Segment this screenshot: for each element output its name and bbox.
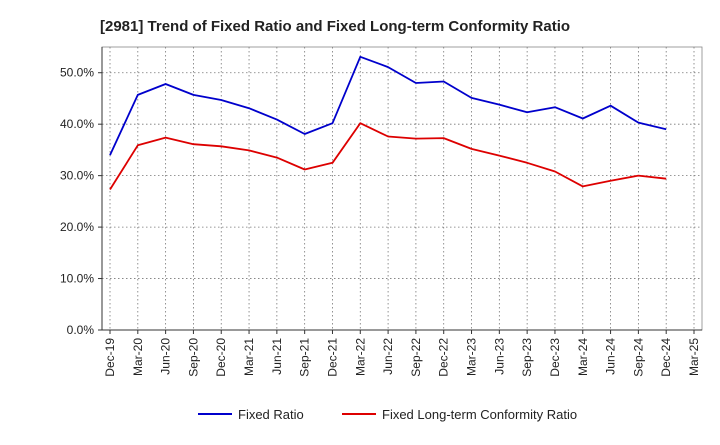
x-tick-label: Dec-24 xyxy=(659,338,673,377)
x-tick-label: Sep-22 xyxy=(409,338,423,377)
x-tick-label: Mar-24 xyxy=(576,338,590,376)
x-tick-label: Mar-21 xyxy=(242,338,256,376)
series-lines xyxy=(109,55,667,190)
legend: Fixed Ratio Fixed Long-term Conformity Ra… xyxy=(198,407,577,422)
x-tick-label: Mar-25 xyxy=(687,338,701,376)
y-tick-label: 30.0% xyxy=(60,169,94,183)
series-line-1 xyxy=(109,55,667,156)
x-tick-label: Mar-22 xyxy=(353,338,367,376)
x-tick-label: Mar-23 xyxy=(465,338,479,376)
legend-label-1: Fixed Ratio xyxy=(238,407,304,422)
x-tick-label: Dec-19 xyxy=(103,338,117,377)
y-tick-label: 0.0% xyxy=(67,323,95,337)
plot-frame xyxy=(101,46,703,331)
x-tick-label: Mar-20 xyxy=(131,338,145,376)
x-tick-label: Jun-20 xyxy=(159,338,173,375)
x-tick-label: Jun-23 xyxy=(492,338,506,375)
x-tick-label: Jun-21 xyxy=(270,338,284,375)
x-tick-label: Sep-21 xyxy=(298,338,312,377)
axes: 0.0% 10.0% 20.0% 30.0% 40.0% 50.0% Dec-19 Mar-2… xyxy=(60,47,702,377)
x-tick-label: Sep-23 xyxy=(520,338,534,377)
x-tick-label: Jun-22 xyxy=(381,338,395,375)
series-line-2 xyxy=(109,122,667,190)
x-tick-label: Dec-23 xyxy=(548,338,562,377)
y-tick-label: 20.0% xyxy=(60,220,94,234)
x-tick-label: Sep-20 xyxy=(186,338,200,377)
y-tick-label: 40.0% xyxy=(60,117,94,131)
grid xyxy=(101,46,703,331)
y-tick-label: 10.0% xyxy=(60,272,94,286)
chart-title: [2981] Trend of Fixed Ratio and Fixed Lo… xyxy=(100,18,570,35)
x-tick-label: Jun-24 xyxy=(604,338,618,375)
x-tick-label: Dec-20 xyxy=(214,338,228,377)
legend-label-2: Fixed Long-term Conformity Ratio xyxy=(382,407,577,422)
y-tick-label: 50.0% xyxy=(60,66,94,80)
x-tick-label: Dec-22 xyxy=(437,338,451,377)
x-tick-label: Sep-24 xyxy=(631,338,645,377)
x-tick-label: Dec-21 xyxy=(325,338,339,377)
